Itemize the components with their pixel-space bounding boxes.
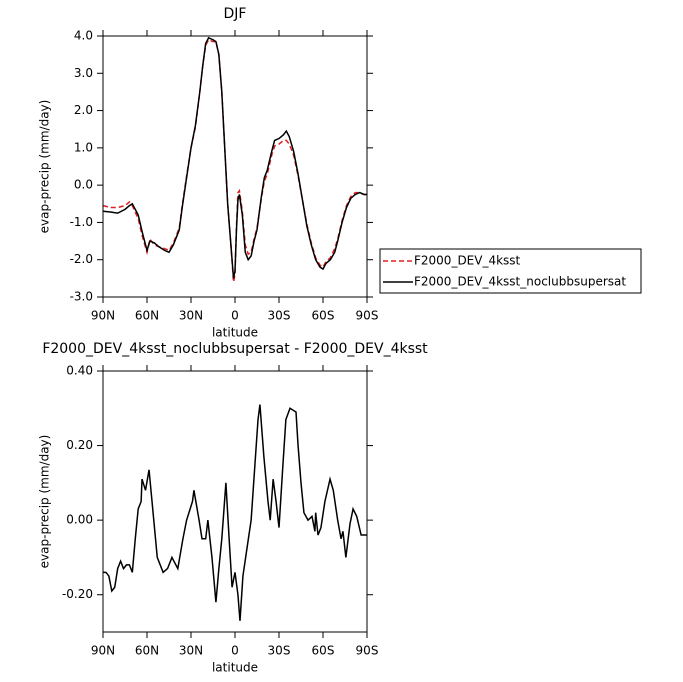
plot-frame — [102, 370, 368, 633]
chart-title: F2000_DEV_4ksst_noclubbsupersat - F2000_… — [42, 341, 428, 357]
x-tick-label: 60S — [312, 644, 335, 658]
x-tick-label: 90S — [356, 644, 379, 658]
x-tick-label: 90S — [356, 309, 379, 323]
y-tick-label: -0.20 — [62, 587, 93, 601]
y-tick-label: 2.0 — [74, 103, 93, 117]
x-tick-label: 30N — [179, 644, 203, 658]
x-tick-label: 90N — [91, 309, 115, 323]
x-tick-label: 60N — [135, 309, 159, 323]
y-tick-label: 0.0 — [74, 178, 93, 192]
series-line — [103, 404, 367, 621]
y-tick-label: 1.0 — [74, 140, 93, 154]
x-tick-label: 30S — [268, 644, 291, 658]
y-axis-label: evap-precip (mm/day) — [38, 100, 52, 234]
x-axis-label: latitude — [212, 661, 258, 675]
chart-title: DJF — [224, 6, 247, 22]
y-tick-label: 0.00 — [66, 513, 93, 527]
legend-label: F2000_DEV_4ksst — [414, 254, 521, 268]
y-tick-label: -1.0 — [70, 215, 93, 229]
x-tick-label: 60N — [135, 644, 159, 658]
y-tick-label: -2.0 — [70, 252, 93, 266]
x-tick-label: 90N — [91, 644, 115, 658]
y-tick-label: 0.20 — [66, 438, 93, 452]
legend-label: F2000_DEV_4ksst_noclubbsupersat — [414, 275, 626, 289]
y-tick-label: -3.0 — [70, 290, 93, 304]
x-tick-label: 0 — [231, 644, 239, 658]
x-axis-label: latitude — [212, 326, 258, 340]
x-tick-label: 0 — [231, 309, 239, 323]
legend-box — [379, 248, 642, 294]
series-line — [102, 38, 367, 283]
y-axis-label: evap-precip (mm/day) — [38, 435, 52, 569]
y-tick-label: 4.0 — [74, 29, 93, 43]
plot-frame — [102, 35, 368, 298]
x-tick-label: 30S — [268, 309, 291, 323]
x-tick-label: 30N — [179, 309, 203, 323]
x-tick-label: 60S — [312, 309, 335, 323]
y-tick-label: 3.0 — [74, 66, 93, 80]
y-tick-label: 0.40 — [66, 364, 93, 378]
series-line — [102, 36, 367, 279]
